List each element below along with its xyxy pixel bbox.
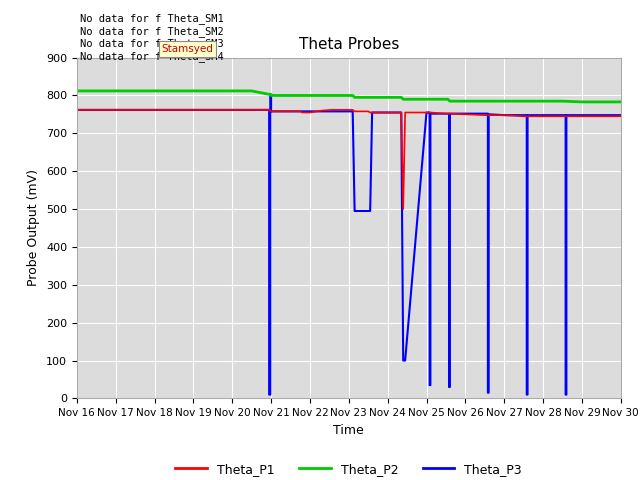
Y-axis label: Probe Output (mV): Probe Output (mV) <box>28 169 40 287</box>
X-axis label: Time: Time <box>333 424 364 437</box>
Text: No data for f Theta_SM1
No data for f Theta_SM2
No data for f Theta_SM3
No data : No data for f Theta_SM1 No data for f Th… <box>79 13 223 62</box>
Text: Stamsyed: Stamsyed <box>161 44 213 54</box>
Title: Theta Probes: Theta Probes <box>299 37 399 52</box>
Legend: Theta_P1, Theta_P2, Theta_P3: Theta_P1, Theta_P2, Theta_P3 <box>170 458 527 480</box>
